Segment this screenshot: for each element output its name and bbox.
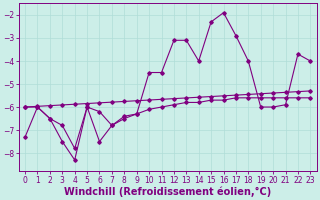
X-axis label: Windchill (Refroidissement éolien,°C): Windchill (Refroidissement éolien,°C) bbox=[64, 186, 271, 197]
